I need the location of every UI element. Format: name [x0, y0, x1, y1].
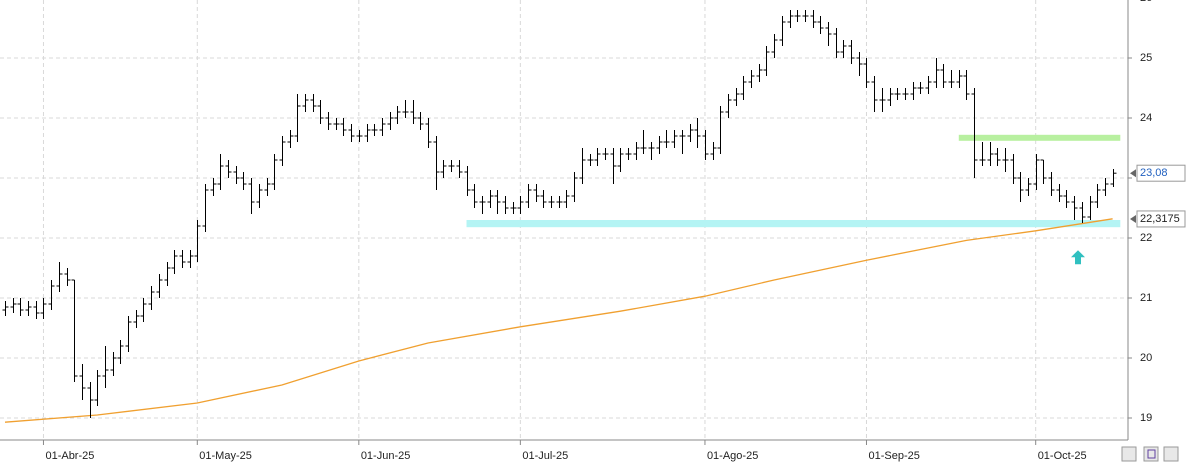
x-tick-label: 01-Sep-25: [868, 450, 919, 462]
x-tick-label: 01-May-25: [199, 450, 252, 462]
plot-area: [0, 0, 1128, 440]
price-box: [1136, 164, 1186, 182]
price-label: 23,08: [1140, 167, 1168, 179]
y-tick-label: 25: [1140, 52, 1152, 64]
price-pointer: [1130, 169, 1136, 178]
price-pointer: [1130, 214, 1136, 223]
icon[interactable]: [1143, 446, 1159, 462]
y-tick-label: 22: [1140, 232, 1152, 244]
y-tick-label: 21: [1140, 292, 1152, 304]
price-label: 22,3175: [1140, 213, 1180, 225]
x-tick-label: 01-Oct-25: [1038, 450, 1087, 462]
icon[interactable]: [1121, 446, 1137, 462]
y-tick-label: 19: [1140, 412, 1152, 424]
x-tick-label: 01-Abr-25: [45, 450, 94, 462]
moving-average-line: [4, 218, 1113, 423]
x-tick-label: 01-Ago-25: [707, 450, 758, 462]
zone: [466, 220, 1121, 228]
icon-glyph: [1147, 449, 1156, 459]
x-tick-label: 01-Jul-25: [522, 450, 568, 462]
y-tick-label: 26: [1140, 0, 1152, 4]
x-tick-label: 01-Jun-25: [361, 450, 411, 462]
arrow: [1071, 250, 1086, 265]
price-box: [1136, 210, 1186, 228]
icon[interactable]: [1163, 446, 1179, 462]
zone: [958, 134, 1121, 141]
y-tick-label: 20: [1140, 352, 1152, 364]
toolbar-icons: [1121, 446, 1179, 462]
y-tick-label: 24: [1140, 112, 1152, 124]
